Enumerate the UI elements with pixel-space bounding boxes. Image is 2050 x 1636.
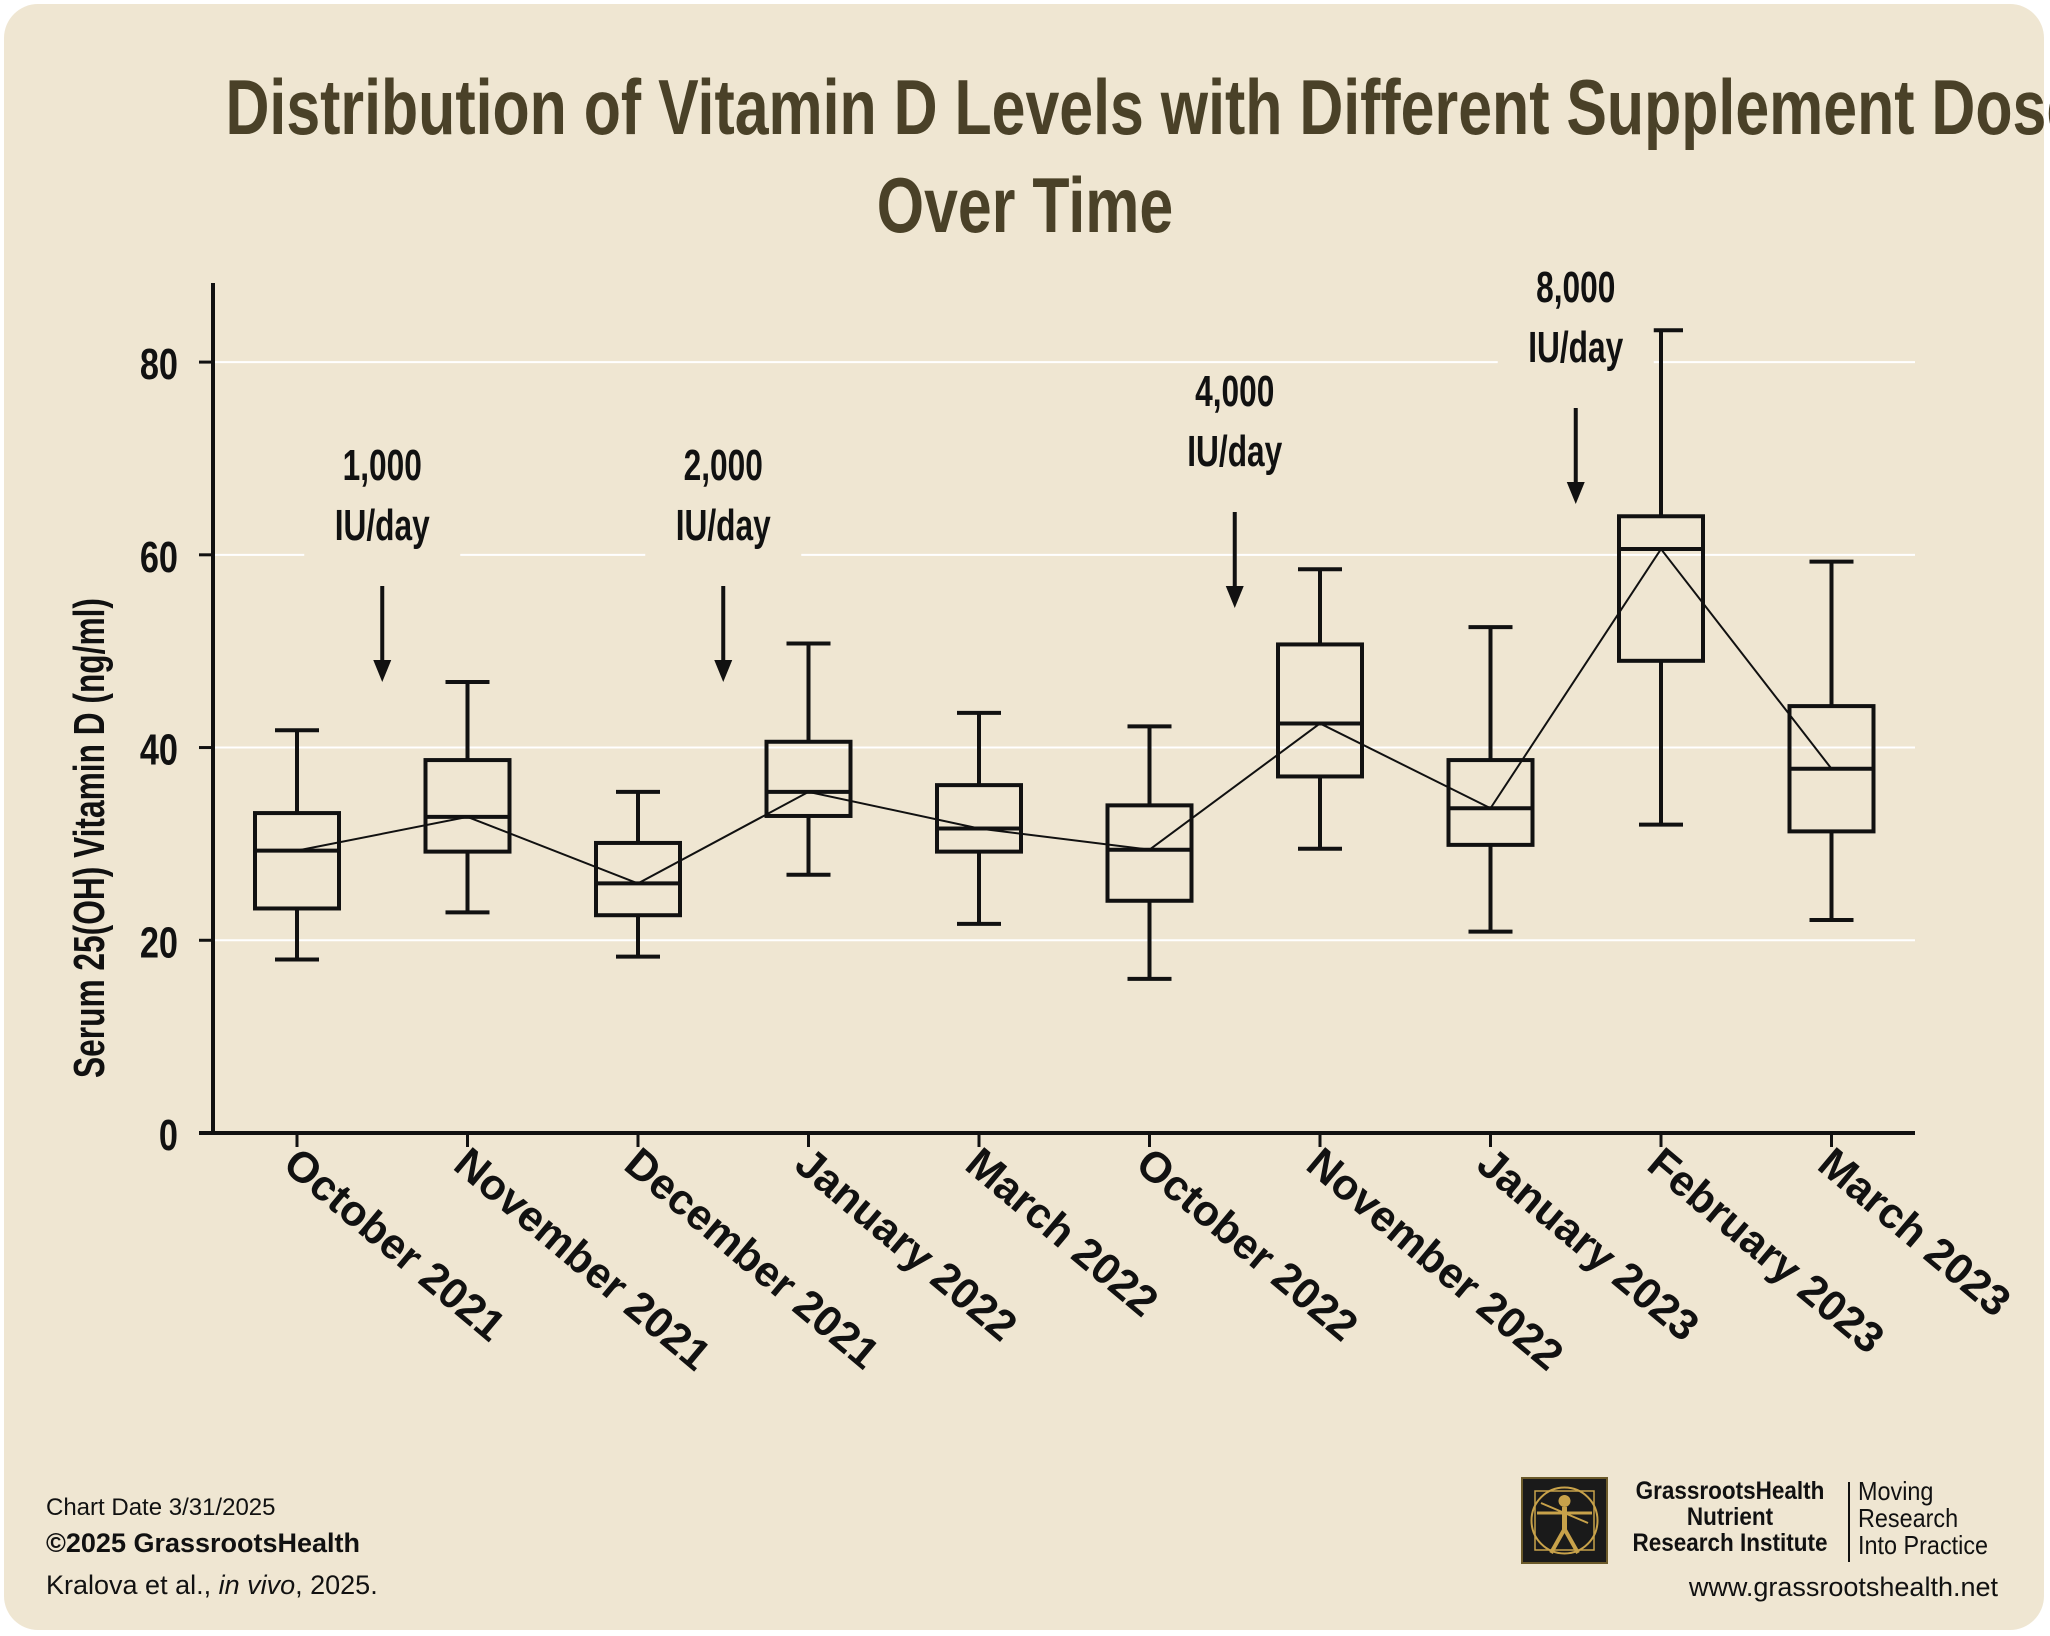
down-arrow-icon (373, 660, 392, 682)
iqr-box (1446, 758, 1535, 847)
y-tick-label-40: 40 (140, 726, 178, 775)
dose-amount: 2,000 (684, 441, 763, 490)
dose-unit: IU/day (1528, 323, 1624, 372)
box-2 (423, 680, 512, 1147)
tagline: Moving Research Into Practice (1858, 1478, 1988, 1559)
dose-annotation-1: 1,000 IU/day (304, 440, 461, 682)
annotation-backdrop (1497, 262, 1654, 380)
box-8 (1446, 625, 1535, 1147)
dose-annotation-3: 4,000 IU/day (1156, 366, 1313, 608)
iqr-box (1276, 642, 1364, 779)
box-5 (935, 710, 1023, 1147)
iqr-box (1617, 514, 1705, 663)
iqr-box (764, 739, 853, 818)
tagline-line-3: Into Practice (1858, 1530, 1989, 1560)
down-arrow-icon (714, 660, 733, 682)
down-arrow-icon (1225, 586, 1244, 608)
dose-amount: 1,000 (343, 441, 422, 490)
dose-amount: 8,000 (1536, 263, 1615, 312)
dose-amount: 4,000 (1195, 367, 1274, 416)
dose-annotation-4: 8,000 IU/day (1497, 262, 1654, 504)
dose-unit: IU/day (676, 501, 772, 550)
chart-date: Chart Date 3/31/2025 (46, 1494, 276, 1521)
tagline-line-1: Moving (1858, 1476, 1934, 1506)
box-9 (1617, 328, 1705, 1147)
chart-title-line-1: Distribution of Vitamin D Levels with Di… (225, 63, 2050, 151)
citation-journal: in vivo (218, 1570, 296, 1600)
tagline-line-2: Research (1858, 1503, 1959, 1533)
y-tick-label-20: 20 (140, 918, 178, 967)
annotation-backdrop (1156, 366, 1313, 484)
median-trend-line (296, 547, 1833, 885)
box-1 (253, 728, 341, 1147)
chart-title-line-2: Over Time (876, 161, 1174, 249)
copyright: ©2025 GrassrootsHealth (46, 1528, 361, 1558)
box-10 (1787, 559, 1876, 1147)
vitruvian-man-icon (1521, 1477, 1608, 1564)
brand-name: GrassrootsHealth Nutrient Research Insti… (1627, 1478, 1834, 1556)
y-tick-label-80: 80 (140, 340, 178, 389)
dose-annotation-2: 2,000 IU/day (645, 440, 802, 682)
y-tick-label-60: 60 (140, 533, 178, 582)
citation: Kralova et al., in vivo, 2025. (46, 1570, 378, 1601)
box-6 (1105, 724, 1194, 1147)
down-arrow-icon (1566, 482, 1585, 504)
y-axis-label: Serum 25(OH) Vitamin D (ng/ml) (65, 598, 114, 1078)
brand-line-3: Research Institute (1632, 1529, 1828, 1557)
chart-card (4, 4, 2044, 1630)
dose-unit: IU/day (335, 501, 431, 550)
iqr-box (1105, 803, 1194, 903)
iqr-box (253, 811, 341, 911)
iqr-box (594, 840, 682, 918)
dose-unit: IU/day (1187, 427, 1283, 476)
iqr-box (423, 758, 512, 854)
box-4 (764, 641, 853, 1147)
annotation-backdrop (304, 440, 461, 558)
brand-divider (1848, 1482, 1850, 1562)
citation-authors: Kralova et al., (46, 1570, 219, 1600)
website-link[interactable]: www.grassrootshealth.net (1688, 1572, 1998, 1602)
iqr-box (935, 783, 1023, 854)
brand-line-1: GrassrootsHealth (1635, 1477, 1825, 1505)
box-3 (594, 789, 682, 1147)
box-7 (1276, 567, 1364, 1147)
y-tick-label-0: 0 (159, 1111, 178, 1160)
citation-year: , 2025. (295, 1570, 378, 1600)
annotation-backdrop (645, 440, 802, 558)
brand-line-2: Nutrient (1686, 1503, 1774, 1531)
